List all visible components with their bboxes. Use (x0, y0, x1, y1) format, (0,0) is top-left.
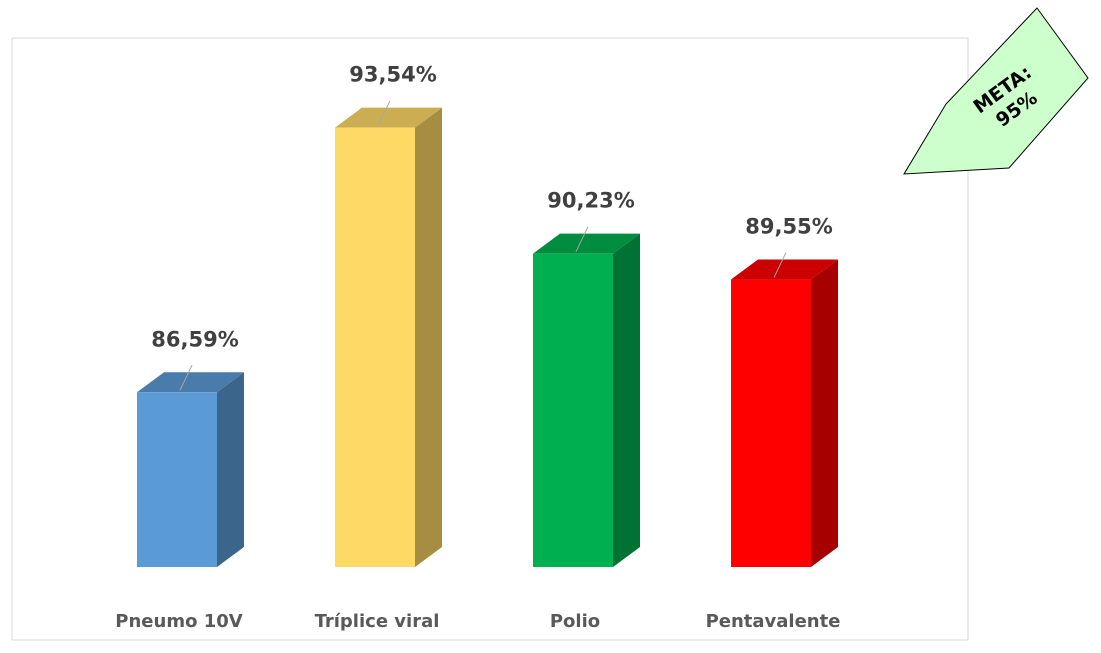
x-tick-label: Pentavalente (706, 611, 841, 632)
leader-line (377, 100, 391, 126)
bar (335, 127, 415, 568)
leader-line (773, 252, 787, 278)
callout-shape (903, 7, 1089, 175)
data-label: 93,54% (349, 63, 436, 87)
data-label: 89,55% (745, 215, 832, 239)
bar (137, 392, 217, 567)
leader-line (575, 226, 589, 252)
data-label: 86,59% (151, 327, 238, 351)
data-label: 90,23% (547, 189, 634, 213)
bar-top (533, 233, 640, 254)
bar-side (415, 107, 442, 568)
bar-side (613, 233, 640, 567)
bar-side (217, 372, 244, 567)
leader-line (179, 365, 193, 391)
x-tick-label: Pneumo 10V (115, 611, 242, 632)
bar (533, 253, 613, 567)
bar-top (731, 259, 838, 280)
bar (731, 279, 811, 567)
x-tick-label: Polio (550, 611, 600, 632)
bar-top (137, 372, 244, 393)
bar-top (335, 107, 442, 128)
bar-side (811, 259, 838, 567)
x-tick-label: Tríplice viral (315, 611, 440, 632)
